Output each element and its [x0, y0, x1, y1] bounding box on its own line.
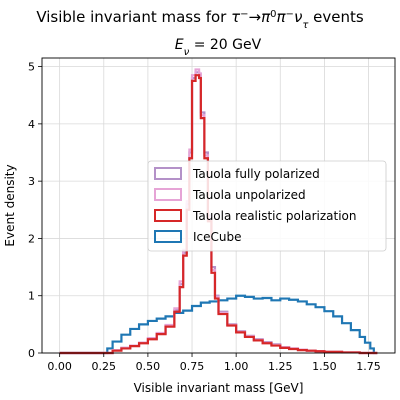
legend-label-1: Tauola unpolarized: [192, 188, 306, 202]
legend-swatch-0: [154, 167, 182, 180]
legend-label-3: IceCube: [193, 230, 242, 244]
x-tick-label: 1.00: [224, 360, 249, 373]
plot-frame: [41, 57, 396, 354]
subtitle-e: E: [175, 37, 184, 53]
legend: Tauola fully polarized Tauola unpolarized…: [147, 160, 387, 252]
series-line-2: [59, 74, 378, 355]
x-tick-label: 0.75: [180, 360, 205, 373]
y-axis-ticks: 0 1 2 3 4 5: [28, 61, 42, 360]
legend-swatch-1: [154, 188, 182, 201]
y-tick-label: 4: [28, 118, 35, 131]
y-tick-label: 1: [28, 290, 35, 303]
title-pi0-zero: 0: [270, 9, 276, 20]
series-layer: [59, 68, 378, 355]
x-tick-label: 1.25: [268, 360, 293, 373]
title-arrow: →: [249, 8, 262, 26]
y-tick-label: 5: [28, 61, 35, 74]
x-tick-label: 0.25: [92, 360, 117, 373]
title-pi-minus: −: [286, 9, 294, 20]
title-suffix: events: [308, 8, 363, 26]
legend-box: [147, 160, 387, 252]
title-prefix: Visible invariant mass for: [36, 8, 231, 26]
title-pi: π: [277, 8, 287, 26]
legend-swatch-2: [154, 209, 182, 222]
title-pi0: π: [261, 8, 271, 26]
y-tick-label: 0: [28, 347, 35, 360]
x-tick-label: 1.75: [356, 360, 381, 373]
x-tick-label: 0.50: [136, 360, 161, 373]
subtitle-nu-sub: ν: [184, 47, 190, 58]
series-line-3: [59, 294, 378, 355]
subtitle-rest: = 20 GeV: [189, 37, 261, 53]
legend-label-0: Tauola fully polarized: [192, 167, 320, 181]
x-tick-label: 0.00: [47, 360, 72, 373]
x-axis-ticks: 0.00 0.25 0.50 0.75 1.00 1.25 1.50 1.75: [47, 353, 381, 373]
y-tick-label: 3: [28, 175, 35, 188]
legend-swatch-3: [154, 230, 182, 243]
x-axis-label: Visible invariant mass [GeV]: [134, 381, 304, 395]
title-tau-minus: −: [240, 9, 248, 20]
title-tau: τ: [231, 8, 241, 26]
title-nu: ν: [294, 8, 302, 26]
title-nu-sub: τ: [302, 20, 309, 31]
y-tick-label: 2: [28, 232, 35, 245]
x-tick-label: 1.50: [312, 360, 337, 373]
legend-label-2: Tauola realistic polarization: [192, 209, 356, 223]
chart-subtitle: Eν = 20 GeV: [175, 37, 262, 58]
chart-title: Visible invariant mass for τ−→π0π−ντ eve…: [36, 8, 364, 31]
y-axis-label: Event density: [3, 164, 17, 246]
